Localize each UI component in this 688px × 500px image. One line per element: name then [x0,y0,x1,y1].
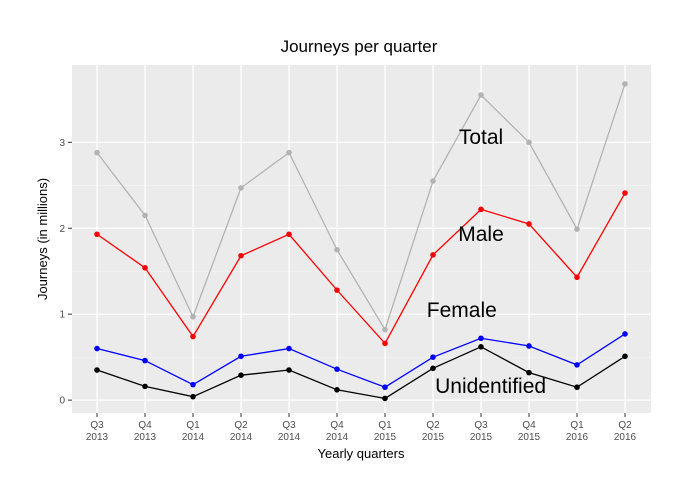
series-lines [96,83,626,400]
data-point-unidentified [142,383,148,390]
data-point-total [94,149,100,156]
data-point-male [430,252,436,258]
x-tick-label-quarter: Q1 [378,420,392,431]
x-tick-label-quarter: Q4 [330,420,344,431]
x-tick-label-quarter: Q3 [90,420,104,431]
x-axis-title: Yearly quarters [318,446,405,461]
data-point-total [142,212,148,219]
x-tick-label-quarter: Q2 [234,420,248,431]
x-tick-label-quarter: Q3 [282,420,296,431]
data-point-total [574,226,580,232]
data-point-male [238,252,244,259]
series-label-female: Female [427,299,497,322]
x-tick-label-year: 2014 [230,432,253,443]
series-points [94,81,628,402]
x-tick-label-quarter: Q2 [426,420,440,431]
data-point-male [334,287,340,293]
data-point-unidentified [478,344,484,350]
data-point-female [430,354,436,360]
x-tick-label-year: 2013 [134,432,157,443]
data-point-female [334,366,340,372]
data-point-female [238,353,244,360]
y-tick-label: 1 [59,310,65,321]
y-axis: 0 1 2 3 [59,138,72,407]
x-tick-label-year: 2014 [326,432,349,443]
x-tick-label-year: 2015 [374,432,397,443]
data-point-unidentified [382,395,388,402]
data-point-male [574,274,580,281]
data-point-female [622,331,628,337]
series-line-male [96,192,626,345]
x-tick-label-year: 2015 [518,432,541,443]
chart-title: Journeys per quarter [281,37,438,56]
data-point-unidentified [574,384,580,391]
x-tick-label-year: 2016 [566,432,589,443]
data-point-unidentified [286,367,292,373]
data-point-male [382,340,388,347]
series-label-unidentified: Unidentified [435,375,546,398]
data-point-unidentified [94,367,100,373]
data-point-male [190,333,196,340]
series-line-female [96,333,626,388]
data-point-total [238,185,244,191]
data-point-female [382,384,388,391]
series-label-male: Male [458,223,504,246]
data-point-unidentified [622,353,628,360]
series-labels: Total Male Female Unidentified [427,126,546,398]
data-point-unidentified [334,387,340,393]
data-point-female [286,345,292,352]
x-tick-label-quarter: Q1 [570,420,584,431]
data-point-total [382,326,388,333]
x-tick-label-quarter: Q3 [474,420,488,431]
x-tick-label-year: 2015 [470,432,493,443]
data-point-female [190,381,196,388]
x-tick-label-year: 2014 [278,432,301,443]
x-tick-label-year: 2014 [182,432,205,443]
data-point-total [334,246,340,253]
y-axis-title: Journeys (in millions) [35,178,50,300]
x-tick-label-quarter: Q2 [618,420,632,431]
data-point-male [622,190,628,196]
data-point-male [526,221,532,227]
data-point-total [622,81,628,87]
series-label-total: Total [459,126,503,149]
x-axis: Q32013Q42013Q12014Q22014Q32014Q42014Q120… [86,413,637,443]
data-point-female [526,343,532,349]
data-point-total [478,92,484,98]
y-tick-label: 3 [59,138,65,149]
data-point-female [478,335,484,342]
x-tick-label-year: 2015 [422,432,445,443]
data-point-male [142,264,148,271]
plot-panel [72,65,651,413]
data-point-male [286,231,292,238]
data-point-female [94,345,100,352]
x-tick-label-quarter: Q4 [522,420,536,431]
data-point-total [430,178,436,184]
x-tick-label-quarter: Q1 [186,420,200,431]
data-point-unidentified [430,365,436,372]
x-tick-label-year: 2013 [86,432,109,443]
grid-lines [72,65,651,413]
x-tick-label-quarter: Q4 [138,420,152,431]
data-point-unidentified [190,393,196,400]
data-point-female [574,362,580,368]
data-point-total [286,149,292,156]
y-tick-label: 2 [59,224,65,235]
data-point-male [94,231,100,238]
series-line-total [96,83,626,332]
x-tick-label-year: 2016 [614,432,637,443]
y-tick-label: 0 [59,396,65,407]
data-point-total [526,139,532,146]
data-point-female [142,357,148,364]
data-point-total [190,313,196,320]
series-line-unidentified [96,346,626,400]
data-point-unidentified [238,372,244,378]
data-point-unidentified [526,369,532,376]
data-point-male [478,206,484,213]
